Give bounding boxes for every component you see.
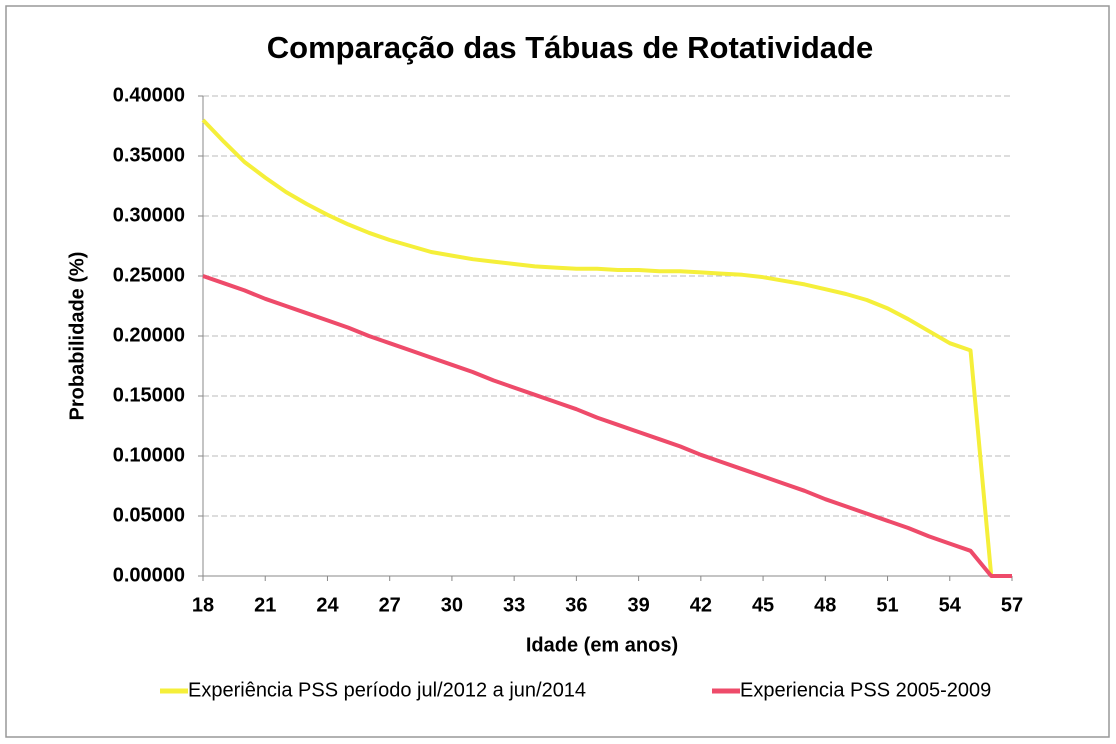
- y-tick-label: 0.25000: [113, 264, 185, 286]
- chart-title: Comparação das Tábuas de Rotatividade: [267, 30, 873, 65]
- x-tick-label: 33: [503, 594, 525, 616]
- y-tick-label: 0.05000: [113, 504, 185, 526]
- chart-frame: [5, 5, 1110, 738]
- x-tick-label: 18: [192, 594, 214, 616]
- x-tick-label: 48: [814, 594, 836, 616]
- x-tick-label: 30: [441, 594, 463, 616]
- y-tick-label: 0.35000: [113, 144, 185, 166]
- x-tick-label: 27: [379, 594, 401, 616]
- x-tick-label: 21: [254, 594, 276, 616]
- y-tick-label: 0.40000: [113, 84, 185, 106]
- x-tick-label: 24: [316, 594, 339, 616]
- x-axis-label: Idade (em anos): [526, 634, 678, 656]
- legend-label: Experiencia PSS 2005-2009: [740, 679, 991, 701]
- y-tick-label: 0.20000: [113, 324, 185, 346]
- x-tick-label: 39: [627, 594, 649, 616]
- x-tick-label: 36: [565, 594, 587, 616]
- y-tick-label: 0.30000: [113, 204, 185, 226]
- x-tick-label: 54: [939, 594, 962, 616]
- x-tick-label: 57: [1001, 594, 1023, 616]
- y-tick-label: 0.00000: [113, 564, 185, 586]
- x-tick-label: 42: [690, 594, 712, 616]
- y-axis-label: Probabilidade (%): [66, 252, 88, 421]
- legend-label: Experiência PSS período jul/2012 a jun/2…: [188, 679, 586, 701]
- x-tick-label: 51: [876, 594, 898, 616]
- series-line: [202, 274, 1012, 578]
- y-tick-label: 0.15000: [113, 384, 185, 406]
- y-tick-label: 0.10000: [113, 444, 185, 466]
- x-tick-label: 45: [752, 594, 774, 616]
- series-line: [201, 118, 994, 577]
